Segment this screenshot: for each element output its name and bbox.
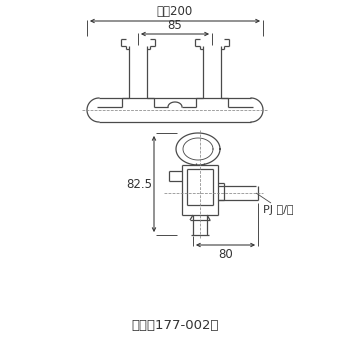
Text: 80: 80 [218, 248, 233, 261]
Text: （図は177-002）: （図は177-002） [131, 319, 219, 332]
Text: 最大200: 最大200 [157, 5, 193, 18]
Text: 85: 85 [168, 19, 182, 32]
Text: PJ １/２: PJ １/２ [263, 205, 294, 215]
Text: 82.5: 82.5 [126, 177, 152, 190]
